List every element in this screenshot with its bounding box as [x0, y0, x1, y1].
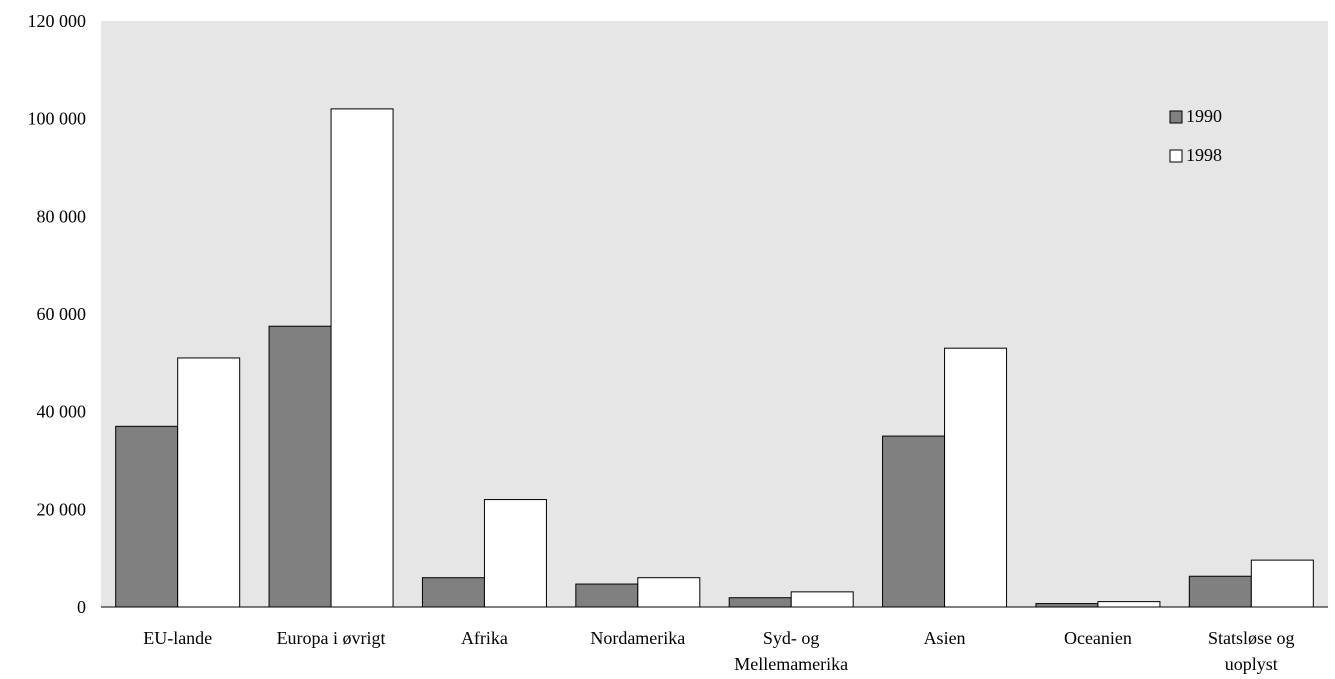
x-category-label-line: uoplyst [1225, 654, 1278, 674]
bar-1998-7 [1250, 559, 1314, 608]
x-category-label: Nordamerika [590, 628, 685, 648]
bar-1998-4 [790, 591, 854, 608]
x-category-label: Statsløse og uoplyst [1208, 628, 1295, 674]
y-tick-label: 80 000 [37, 206, 87, 226]
legend: 1990 1998 [1169, 106, 1222, 165]
bar-1990-7 [1188, 575, 1252, 608]
x-category-label: Syd- og Mellemamerika [734, 628, 848, 674]
y-axis-ticks: 0 20 000 40 000 60 000 80 000 100 000 120 000 [28, 11, 87, 617]
y-tick-label: 40 000 [37, 402, 87, 422]
x-category-label: Afrika [461, 628, 508, 648]
x-category-label-line: Statsløse og [1208, 628, 1295, 648]
y-tick-label: 120 000 [28, 11, 87, 31]
y-tick-label: 20 000 [37, 499, 87, 519]
x-category-label: EU-lande [143, 628, 212, 648]
x-category-label-line: Afrika [461, 628, 508, 648]
y-tick-label: 100 000 [28, 109, 87, 129]
legend-label: 1990 [1186, 106, 1222, 126]
x-category-label-line: Europa i øvrigt [277, 628, 386, 648]
x-category-label-line: Oceanien [1064, 628, 1132, 648]
x-category-label-line: Syd- og [763, 628, 820, 648]
bar-1990-5 [882, 435, 946, 608]
bar-1990-6 [1035, 603, 1099, 608]
y-tick-label: 0 [77, 597, 86, 617]
x-category-label-line: Asien [924, 628, 966, 648]
bar-1998-5 [944, 347, 1008, 608]
x-category-label: Oceanien [1064, 628, 1132, 648]
bar-1998-3 [637, 577, 701, 608]
legend-swatch-1990 [1169, 110, 1183, 124]
y-tick-label: 60 000 [37, 304, 87, 324]
legend-label: 1998 [1186, 145, 1222, 165]
x-category-label: Europa i øvrigt [277, 628, 386, 648]
x-category-label-line: Mellemamerika [734, 654, 848, 674]
x-category-label: Asien [924, 628, 966, 648]
bar-1990-2 [421, 577, 485, 608]
legend-swatch-1998 [1169, 149, 1183, 163]
bar-1998-2 [483, 499, 547, 608]
bar-1990-4 [728, 597, 792, 608]
bar-1990-1 [268, 325, 332, 608]
bars-group [115, 108, 1314, 608]
bar-1998-1 [330, 108, 394, 608]
x-axis-labels: EU-lande Europa i øvrigt Afrika Nordamerika… [143, 628, 1294, 674]
bar-1998-0 [177, 357, 241, 608]
bar-1998-6 [1097, 601, 1161, 608]
bar-1990-3 [575, 583, 639, 608]
x-category-label-line: Nordamerika [590, 628, 685, 648]
bar-1990-0 [115, 425, 179, 608]
x-category-label-line: EU-lande [143, 628, 212, 648]
